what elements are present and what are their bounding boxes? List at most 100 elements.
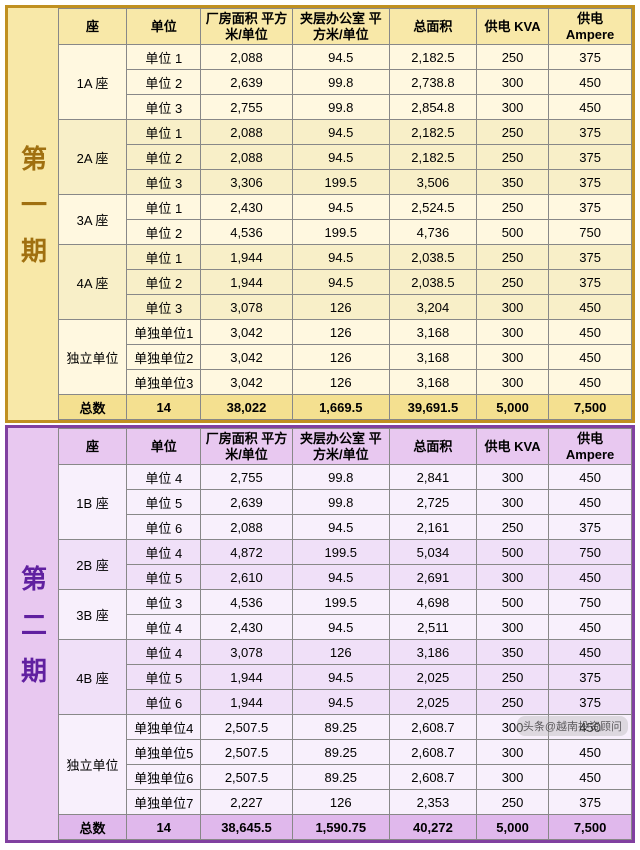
column-header: 总面积 <box>389 429 476 465</box>
data-cell: 单位 4 <box>127 615 201 640</box>
data-cell: 2,854.8 <box>389 95 476 120</box>
data-cell: 250 <box>476 270 548 295</box>
data-cell: 300 <box>476 490 548 515</box>
total-row: 总数1438,0221,669.539,691.55,0007,500 <box>59 395 632 420</box>
seat-cell: 4B 座 <box>59 640 127 715</box>
data-cell: 94.5 <box>292 245 389 270</box>
data-cell: 350 <box>476 170 548 195</box>
data-cell: 2,841 <box>389 465 476 490</box>
data-cell: 单位 6 <box>127 515 201 540</box>
table-row: 单位 62,08894.52,161250375 <box>59 515 632 540</box>
total-cell: 38,022 <box>201 395 292 420</box>
data-cell: 2,507.5 <box>201 715 292 740</box>
data-cell: 3,042 <box>201 370 292 395</box>
data-cell: 450 <box>549 490 632 515</box>
total-row: 总数1438,645.51,590.7540,2725,0007,500 <box>59 815 632 840</box>
seat-cell: 4A 座 <box>59 245 127 320</box>
data-cell: 单位 2 <box>127 270 201 295</box>
data-cell: 94.5 <box>292 270 389 295</box>
data-cell: 450 <box>549 95 632 120</box>
table-row: 单独单位72,2271262,353250375 <box>59 790 632 815</box>
data-cell: 单位 2 <box>127 145 201 170</box>
data-cell: 2,608.7 <box>389 715 476 740</box>
data-cell: 94.5 <box>292 665 389 690</box>
data-cell: 375 <box>549 45 632 70</box>
table-row: 单位 33,306199.53,506350375 <box>59 170 632 195</box>
data-cell: 450 <box>549 640 632 665</box>
data-cell: 4,736 <box>389 220 476 245</box>
data-cell: 4,872 <box>201 540 292 565</box>
data-cell: 450 <box>549 295 632 320</box>
table-row: 1A 座单位 12,08894.52,182.5250375 <box>59 45 632 70</box>
table-row: 单独单位33,0421263,168300450 <box>59 370 632 395</box>
data-cell: 单位 4 <box>127 640 201 665</box>
data-cell: 94.5 <box>292 145 389 170</box>
data-cell: 单位 5 <box>127 565 201 590</box>
data-cell: 2,088 <box>201 145 292 170</box>
data-cell: 单独单位5 <box>127 740 201 765</box>
total-cell: 14 <box>127 395 201 420</box>
data-cell: 单位 1 <box>127 45 201 70</box>
column-header: 厂房面积 平方米/单位 <box>201 429 292 465</box>
data-cell: 2,038.5 <box>389 270 476 295</box>
table-row: 单位 24,536199.54,736500750 <box>59 220 632 245</box>
data-cell: 300 <box>476 70 548 95</box>
data-cell: 450 <box>549 565 632 590</box>
column-header: 夹层办公室 平方米/单位 <box>292 429 389 465</box>
data-cell: 1,944 <box>201 690 292 715</box>
data-cell: 3,078 <box>201 295 292 320</box>
column-header: 座 <box>59 9 127 45</box>
data-cell: 375 <box>549 170 632 195</box>
data-cell: 199.5 <box>292 170 389 195</box>
total-cell: 40,272 <box>389 815 476 840</box>
data-cell: 4,536 <box>201 590 292 615</box>
column-header: 夹层办公室 平方米/单位 <box>292 9 389 45</box>
data-cell: 300 <box>476 345 548 370</box>
data-cell: 2,610 <box>201 565 292 590</box>
table-row: 单位 21,94494.52,038.5250375 <box>59 270 632 295</box>
phase-1: 第一期座单位厂房面积 平方米/单位夹层办公室 平方米/单位总面积供电 KVA供电… <box>5 5 635 423</box>
data-cell: 126 <box>292 345 389 370</box>
data-cell: 199.5 <box>292 590 389 615</box>
data-cell: 1,944 <box>201 245 292 270</box>
data-table: 座单位厂房面积 平方米/单位夹层办公室 平方米/单位总面积供电 KVA供电 Am… <box>58 8 632 420</box>
total-cell: 总数 <box>59 395 127 420</box>
data-cell: 375 <box>549 790 632 815</box>
data-cell: 单独单位2 <box>127 345 201 370</box>
column-header: 供电 KVA <box>476 429 548 465</box>
data-cell: 750 <box>549 590 632 615</box>
data-cell: 89.25 <box>292 740 389 765</box>
data-cell: 2,738.8 <box>389 70 476 95</box>
data-cell: 3,168 <box>389 370 476 395</box>
data-cell: 250 <box>476 45 548 70</box>
total-cell: 39,691.5 <box>389 395 476 420</box>
table-row: 4A 座单位 11,94494.52,038.5250375 <box>59 245 632 270</box>
total-cell: 1,590.75 <box>292 815 389 840</box>
data-cell: 126 <box>292 295 389 320</box>
data-cell: 单位 4 <box>127 540 201 565</box>
table-row: 单位 42,43094.52,511300450 <box>59 615 632 640</box>
seat-cell: 独立单位 <box>59 320 127 395</box>
data-cell: 2,639 <box>201 490 292 515</box>
data-cell: 3,042 <box>201 320 292 345</box>
data-cell: 99.8 <box>292 490 389 515</box>
data-cell: 450 <box>549 345 632 370</box>
table-row: 单位 52,61094.52,691300450 <box>59 565 632 590</box>
data-cell: 300 <box>476 615 548 640</box>
data-cell: 2,511 <box>389 615 476 640</box>
data-cell: 500 <box>476 590 548 615</box>
data-cell: 94.5 <box>292 690 389 715</box>
seat-cell: 2A 座 <box>59 120 127 195</box>
data-cell: 单独单位6 <box>127 765 201 790</box>
data-cell: 3,168 <box>389 320 476 345</box>
data-cell: 2,227 <box>201 790 292 815</box>
data-cell: 单独单位1 <box>127 320 201 345</box>
data-cell: 375 <box>549 145 632 170</box>
data-cell: 375 <box>549 270 632 295</box>
data-cell: 3,078 <box>201 640 292 665</box>
data-cell: 2,025 <box>389 665 476 690</box>
column-header: 供电 Ampere <box>549 429 632 465</box>
data-cell: 94.5 <box>292 615 389 640</box>
data-cell: 单独单位4 <box>127 715 201 740</box>
phase-label: 第一期 <box>8 8 58 420</box>
